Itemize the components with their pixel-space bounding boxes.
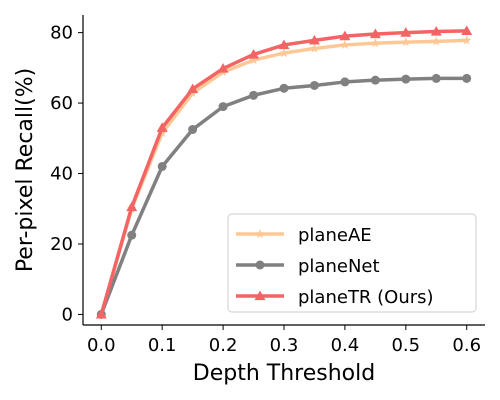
data-point [461, 25, 473, 35]
data-point [431, 73, 441, 83]
x-axis-label: Depth Threshold [193, 361, 375, 386]
legend-label: planeNet [298, 256, 380, 277]
legend-item: planeNet [236, 256, 380, 277]
series-planetr-ours [95, 25, 473, 319]
data-point [188, 124, 198, 134]
data-point [370, 75, 380, 85]
data-point [157, 161, 167, 171]
data-point [309, 80, 319, 90]
data-point [255, 260, 265, 270]
data-point [187, 83, 199, 94]
data-point [401, 37, 411, 47]
y-axis-label: Per-pixel Recall(%) [13, 68, 38, 272]
data-point [401, 74, 411, 84]
data-point [339, 30, 351, 41]
data-point [461, 35, 472, 45]
y-tick-label: 0 [62, 304, 73, 325]
y-tick-label: 20 [50, 234, 73, 255]
data-point [279, 48, 289, 58]
data-point [255, 229, 265, 239]
legend-item: planeAE [236, 225, 372, 246]
x-tick-label: 0.2 [209, 335, 238, 356]
data-point [156, 122, 168, 132]
y-ticks: 0 20 40 60 80 [50, 23, 83, 325]
data-point [95, 308, 107, 319]
x-tick-label: 0.3 [270, 335, 299, 356]
data-point [279, 83, 289, 93]
x-ticks: 0.0 0.1 0.2 0.3 0.4 0.5 0.6 [87, 325, 481, 356]
data-point [308, 34, 320, 45]
x-tick-label: 0.0 [87, 335, 116, 356]
data-point [217, 63, 229, 73]
y-tick-label: 40 [50, 164, 73, 185]
data-point [370, 38, 381, 48]
data-point [248, 55, 259, 65]
legend: planeAE planeNet planeTR (Ours) [227, 213, 477, 313]
data-point [340, 77, 350, 87]
data-point [340, 39, 350, 49]
series-group [95, 25, 473, 319]
legend-label: planeTR (Ours) [298, 287, 434, 308]
data-point [431, 36, 442, 46]
data-point [127, 230, 137, 240]
data-point [218, 102, 228, 112]
data-point [249, 90, 259, 100]
x-tick-label: 0.1 [148, 335, 177, 356]
legend-label: planeAE [298, 225, 372, 246]
data-point [400, 27, 412, 37]
x-tick-label: 0.4 [331, 335, 360, 356]
data-point [369, 28, 381, 39]
data-point [254, 290, 266, 301]
data-point [278, 39, 290, 50]
legend-box [227, 213, 477, 313]
data-point [248, 48, 260, 59]
y-tick-label: 80 [50, 23, 73, 44]
data-point [430, 26, 442, 36]
data-point [126, 201, 138, 212]
data-point [309, 43, 320, 53]
series-planenet [96, 73, 472, 319]
data-point [462, 73, 472, 83]
x-tick-label: 0.6 [452, 335, 481, 356]
legend-item: planeTR (Ours) [236, 287, 434, 308]
y-tick-label: 60 [50, 93, 73, 114]
x-tick-label: 0.5 [391, 335, 420, 356]
